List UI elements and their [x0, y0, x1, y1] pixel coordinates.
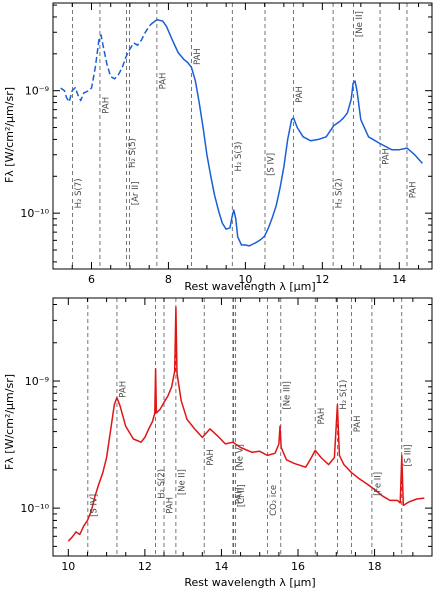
plot-frame — [52, 297, 433, 557]
line-label: [Ne II] — [177, 469, 187, 495]
y-tick-label: 10⁻⁹ — [25, 375, 49, 388]
line-label: PAH — [158, 73, 168, 90]
line-label: H₂ S(3) — [234, 142, 244, 172]
line-label: H₂ S(2) — [335, 178, 345, 208]
line-label: [S III] — [403, 444, 413, 466]
line-label: [Cl II] — [237, 484, 247, 507]
x-tick-label: 18 — [368, 560, 382, 573]
panel-top: H₂ S(7) PAH H₂ S(5) [Ar II] PAH PAH H₂ S(3) [S … — [20, 2, 433, 286]
x-tick-label: 10 — [61, 560, 75, 573]
y-axis-title-bottom: Fλ [W/cm²/μm/sr] — [3, 374, 16, 470]
spectrum-series-solid — [67, 306, 425, 542]
x-tick-label: 14 — [392, 273, 406, 286]
x-axis-title-top: Rest wavelength λ [μm] — [184, 280, 315, 293]
line-label: PAH — [382, 148, 392, 165]
line-label: PAH — [193, 48, 203, 65]
line-label: [Ne II] — [355, 11, 365, 37]
x-tick-label: 6 — [88, 273, 95, 286]
x-tick-label: 16 — [291, 560, 305, 573]
line-label: H₂ S(5) — [128, 138, 138, 168]
line-label: PAH — [317, 408, 327, 425]
x-axis-title-bottom: Rest wavelength λ [μm] — [184, 576, 315, 589]
line-label: PAH — [118, 381, 128, 398]
line-label: PAH — [353, 416, 363, 433]
x-tick-label: 10 — [238, 273, 252, 286]
x-tick-label: 12 — [315, 273, 329, 286]
spectrum-series-dashed — [60, 23, 152, 103]
x-tick-label: 12 — [138, 560, 152, 573]
y-tick-label: 10⁻¹⁰ — [20, 502, 49, 515]
line-label: PAH — [409, 182, 419, 199]
line-label: CO₂ ice — [269, 485, 279, 516]
line-label: PAH — [234, 487, 244, 504]
line-label: H₂ S(7) — [74, 178, 84, 208]
y-tick-label: 10⁻⁹ — [25, 85, 49, 98]
line-label: H₂ S(1) — [339, 380, 349, 410]
line-label: H₂ S(2) — [157, 469, 167, 499]
y-tick-label: 10⁻¹⁰ — [20, 207, 49, 220]
line-label: PAH — [101, 97, 111, 114]
line-label: [Fe II] — [373, 472, 383, 496]
spectrum-series-solid — [150, 18, 423, 247]
line-label: [S IV] — [89, 494, 99, 517]
line-label: PAH — [166, 497, 176, 514]
line-label: [Ne V] — [235, 444, 245, 471]
line-label: [S IV] — [267, 153, 277, 176]
y-axis-title-top: Fλ [W/cm²/μm/sr] — [3, 87, 16, 183]
x-tick-label: 14 — [214, 560, 228, 573]
line-label: PAH — [206, 449, 216, 466]
line-label: [Ar II] — [131, 182, 141, 206]
x-tick-label: 8 — [165, 273, 172, 286]
line-label: PAH — [295, 86, 305, 103]
plot-frame — [52, 2, 433, 270]
line-label: [Ne III] — [282, 381, 292, 409]
